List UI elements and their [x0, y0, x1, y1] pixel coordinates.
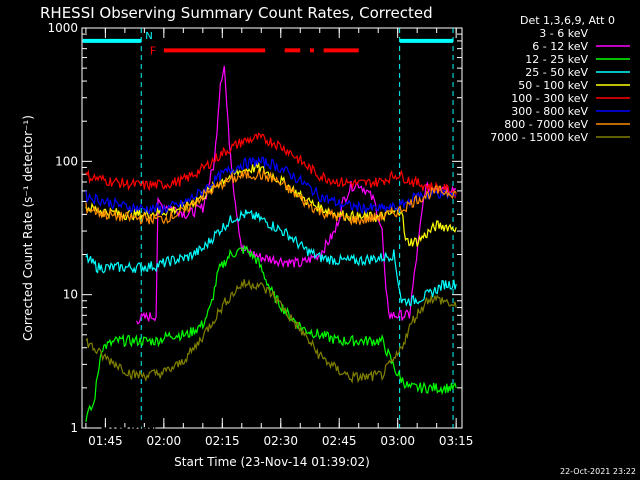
legend-label: 50 - 100 keV [518, 79, 588, 92]
legend-label: 800 - 7000 keV [504, 118, 588, 131]
y-tick-labels: 1 10 100 1000 [47, 21, 78, 435]
axis-ticks [82, 27, 462, 429]
x-tick-label: 02:15 [205, 434, 240, 448]
x-tick-label: 02:45 [322, 434, 357, 448]
series-line [85, 155, 457, 216]
x-tick-label: 02:00 [147, 434, 182, 448]
night-label: N [145, 31, 152, 42]
x-tick-labels: 01:45 02:00 02:15 02:30 02:45 03:00 03:15 [88, 434, 473, 448]
x-tick-label: 03:15 [439, 434, 474, 448]
series-line [85, 132, 457, 200]
series-line [101, 106, 457, 431]
y-tick-label: 1000 [47, 21, 78, 35]
x-tick-label: 03:00 [380, 434, 415, 448]
series-line [85, 209, 457, 307]
legend-title: Det 1,3,6,9, Att 0 [520, 14, 615, 27]
legend-label: 12 - 25 keV [525, 53, 588, 66]
legend-label: 25 - 50 keV [525, 66, 588, 79]
series-line [85, 168, 457, 226]
x-tick-label: 02:30 [263, 434, 298, 448]
x-axis-label: Start Time (23-Nov-14 01:39:02) [174, 455, 370, 469]
y-tick-label: 10 [63, 288, 78, 302]
legend-label: 300 - 800 keV [511, 105, 588, 118]
plot-frame [81, 27, 463, 429]
series-line [136, 65, 457, 325]
footer-date: 22-Oct-2021 23:22 [560, 467, 636, 476]
chart-title: RHESSI Observing Summary Count Rates, Co… [40, 4, 433, 22]
y-tick-label: 1 [70, 421, 78, 435]
series-line [85, 245, 457, 422]
y-axis-label: Corrected Count Rate (s⁻¹ detector⁻¹) [21, 115, 35, 341]
series-line [85, 278, 457, 384]
series-lines [85, 65, 457, 431]
flare-start-label: F [150, 44, 156, 57]
y-tick-label: 100 [55, 154, 78, 168]
legend-label: 3 - 6 keV [539, 27, 588, 40]
status-bars [82, 38, 454, 53]
legend-label: 6 - 12 keV [532, 40, 588, 53]
x-tick-label: 01:45 [88, 434, 123, 448]
legend-label: 7000 - 15000 keV [490, 131, 588, 144]
legend-label: 100 - 300 keV [511, 92, 588, 105]
